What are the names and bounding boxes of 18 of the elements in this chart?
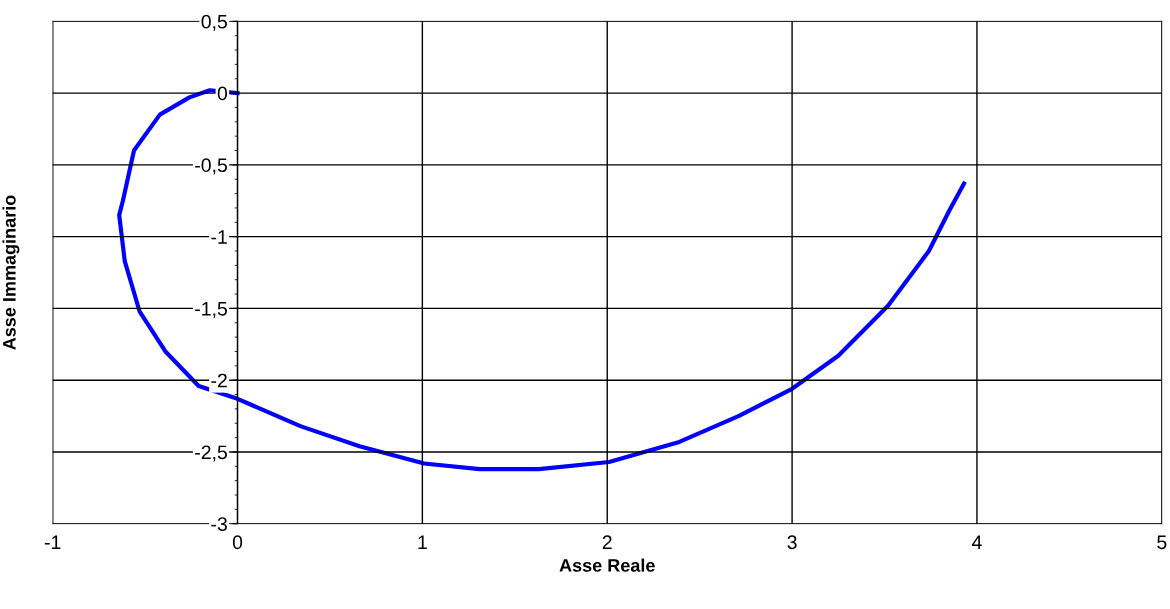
x-axis-title: Asse Reale [559,558,655,572]
x-tick-label: 2 [602,535,612,549]
x-tick-label: 3 [787,535,797,550]
x-tick-label: 1 [418,535,427,549]
line-series [117,88,967,472]
y-tick-label: -2,5 [195,445,227,462]
y-tick-label: -1 [211,230,227,244]
y-tick-label: 0 [217,86,228,101]
y-tick-label: -1,5 [195,302,227,318]
x-tick-label: 0 [232,535,243,550]
y-tick-label: -3 [211,517,227,531]
x-tick-label: -1 [44,535,61,549]
x-tick-label: 5 [1157,535,1167,550]
y-axis-title: Asse Immaginario [2,195,20,350]
x-tick-label: 4 [971,535,982,549]
y-tick-label: 0,5 [201,14,227,31]
y-tick-label: -0,5 [195,158,227,175]
y-tick-label: -2 [211,373,227,388]
